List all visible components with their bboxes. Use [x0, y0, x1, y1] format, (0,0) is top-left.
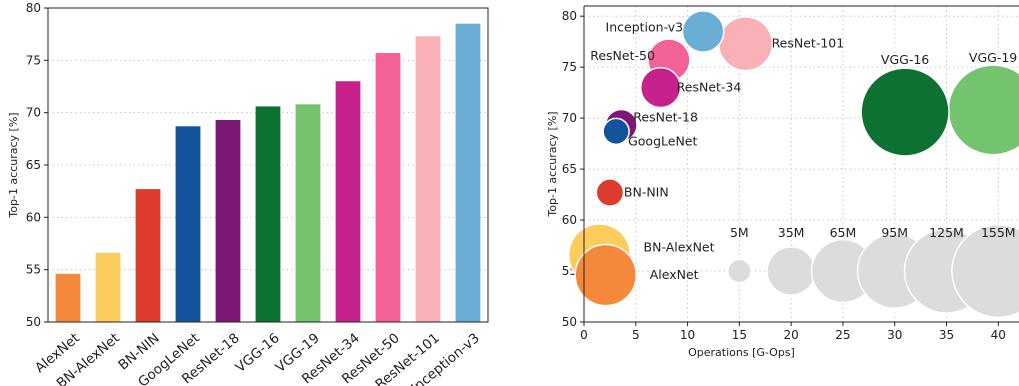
- bar-inception-v3: [455, 23, 481, 322]
- bubble-resnet-34: [639, 66, 682, 109]
- y-tick-label: 70: [26, 106, 41, 120]
- y-axis-label: Top-1 accuracy [%]: [7, 112, 20, 218]
- bubble-label: Inception-v3: [606, 19, 684, 34]
- x-axis-label: Operations [G-Ops]: [688, 346, 795, 359]
- y-tick-label: 75: [562, 60, 577, 74]
- bubble-vgg-19: [947, 64, 1019, 156]
- x-tick-label: 30: [887, 328, 902, 342]
- x-tick-label: 0: [580, 328, 588, 342]
- bar-alexnet: [55, 273, 81, 322]
- bar-resnet-50: [375, 53, 401, 323]
- y-tick-label: 55: [26, 263, 41, 277]
- size-legend-bubble: [951, 223, 1019, 319]
- x-category-label: VGG-16: [232, 330, 282, 376]
- bubble-googlenet: [602, 117, 630, 146]
- x-tick-label: 40: [991, 328, 1006, 342]
- bubble-label: ResNet-50: [590, 48, 655, 63]
- size-legend-bubble: [727, 258, 752, 284]
- bubble-alexnet: [574, 243, 638, 307]
- y-tick-label: 50: [562, 315, 577, 329]
- y-tick-label: 75: [26, 53, 41, 67]
- bubble-label: ResNet-34: [677, 80, 742, 95]
- bubble-label: BN-AlexNet: [644, 240, 715, 255]
- bubble-label: VGG-16: [881, 52, 929, 67]
- x-tick-label: 20: [784, 328, 799, 342]
- y-tick-label: 60: [562, 213, 577, 227]
- bar-chart: 50556065707580AlexNetBN-AlexNetBN-NINGoo…: [7, 1, 489, 386]
- size-legend-label: 125M: [929, 225, 964, 240]
- bar-vgg-16: [255, 106, 281, 323]
- y-tick-label: 70: [562, 111, 577, 125]
- y-tick-label: 65: [562, 162, 577, 176]
- bubble-label: GoogLeNet: [628, 133, 697, 148]
- bubble-label: BN-NIN: [624, 185, 669, 200]
- size-legend-label: 95M: [881, 225, 908, 240]
- bar-resnet-34: [335, 81, 361, 323]
- bar-googlenet: [175, 126, 201, 322]
- y-tick-label: 80: [26, 1, 41, 15]
- x-tick-label: 25: [835, 328, 850, 342]
- bubble-label: ResNet-101: [772, 36, 845, 51]
- size-legend-label: 155M: [981, 225, 1016, 240]
- size-legend-label: 65M: [830, 225, 857, 240]
- y-tick-label: 50: [26, 315, 41, 329]
- x-tick-label: 35: [939, 328, 954, 342]
- y-tick-label: 80: [562, 9, 577, 23]
- bar-bn-nin: [135, 189, 161, 322]
- bubble-bn-nin: [595, 178, 625, 207]
- bubble-label: VGG-19: [969, 50, 1017, 65]
- plot-frame: [47, 7, 489, 323]
- bubble-resnet-101: [718, 16, 774, 72]
- bubble-inception-v3: [681, 10, 725, 53]
- bar-resnet-101: [415, 36, 441, 322]
- y-axis-label: Top-1 accuracy [%]: [546, 111, 559, 217]
- y-tick-label: 60: [26, 210, 41, 224]
- bar-resnet-18: [215, 119, 241, 322]
- x-tick-label: 15: [732, 328, 747, 342]
- bubble-label: ResNet-18: [633, 109, 698, 124]
- x-tick-label: 10: [680, 328, 695, 342]
- x-tick-label: 5: [632, 328, 640, 342]
- bubble-label: AlexNet: [650, 267, 699, 282]
- bar-vgg-19: [295, 104, 321, 322]
- size-legend-label: 35M: [778, 225, 805, 240]
- bar-bn-alexnet: [95, 252, 121, 322]
- bubble-vgg-16: [860, 67, 950, 157]
- size-legend-bubble: [766, 246, 817, 296]
- size-legend-label: 5M: [730, 225, 749, 240]
- y-tick-label: 65: [26, 158, 41, 172]
